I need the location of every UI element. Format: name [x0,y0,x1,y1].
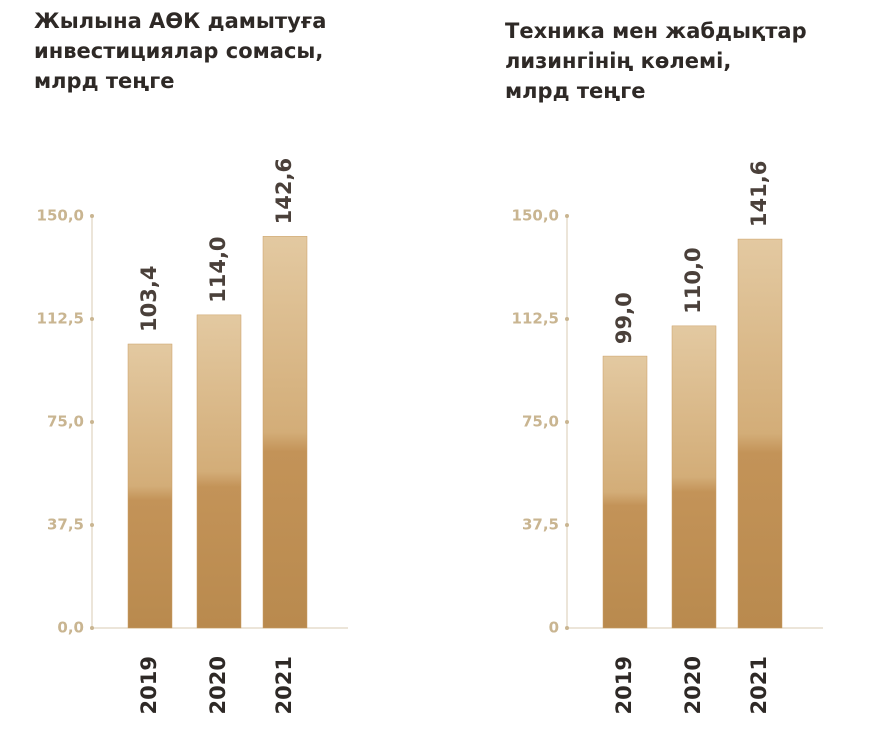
bar [127,343,173,629]
x-tick-label: 2021 [272,656,296,714]
y-tick-label: 150,0 [512,207,559,225]
tick-mark [565,214,569,218]
tick-mark [90,214,94,218]
bar [671,325,717,629]
y-tick-label: 0 [549,619,559,637]
y-tick-label: 150,0 [37,207,84,225]
x-tick-label: 2021 [747,656,771,714]
value-label: 141,6 [747,161,771,227]
x-tick-label: 2020 [206,656,230,714]
value-label: 103,4 [137,266,161,332]
chart-title: Жылына АӨК дамытуға инвестициялар сомасы… [34,9,327,93]
value-label: 114,0 [206,236,230,302]
y-tick-label: 112,5 [512,310,559,328]
y-tick-label: 75,0 [47,413,84,431]
tick-mark [565,420,569,424]
x-tick-label: 2020 [681,656,705,714]
y-tick-label: 37,5 [522,516,559,534]
tick-mark [90,626,94,630]
tick-mark [565,523,569,527]
chart-title: Техника мен жабдықтар лизингінің көлемі,… [505,19,807,103]
y-tick-label: 75,0 [522,413,559,431]
y-tick-label: 37,5 [47,516,84,534]
tick-mark [565,626,569,630]
y-tick-label: 112,5 [37,310,84,328]
bar [737,238,783,629]
value-label: 142,6 [272,158,296,224]
bar [262,236,308,629]
tick-mark [565,317,569,321]
tick-mark [90,523,94,527]
x-tick-label: 2019 [137,656,161,714]
tick-mark [90,420,94,424]
value-label: 99,0 [612,292,636,344]
bar [196,314,242,629]
value-label: 110,0 [681,247,705,313]
bar [602,355,648,629]
tick-mark [90,317,94,321]
y-tick-label: 0,0 [57,619,84,637]
x-tick-label: 2019 [612,656,636,714]
